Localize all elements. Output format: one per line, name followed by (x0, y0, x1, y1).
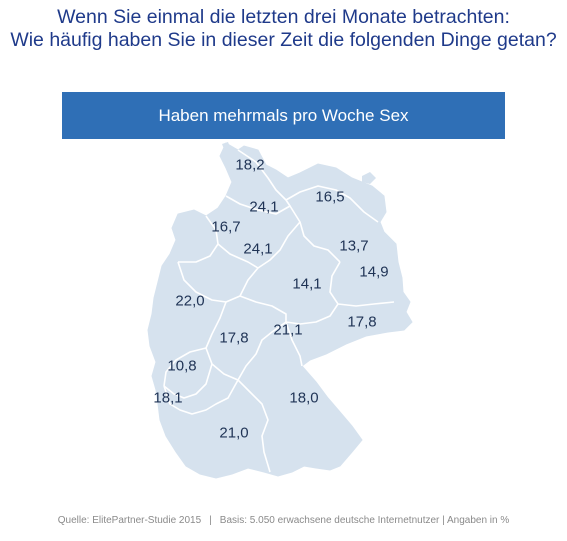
state-value-label: 16,5 (315, 188, 345, 206)
state-value-label: 21,0 (219, 424, 249, 442)
category-banner: Haben mehrmals pro Woche Sex (62, 92, 505, 139)
state-value-label: 13,7 (339, 237, 369, 255)
title-line-2: Wie häufig haben Sie in dieser Zeit die … (10, 29, 557, 51)
state-value-label: 14,1 (292, 275, 322, 293)
state-borders (163, 149, 395, 473)
state-value-label: 22,0 (175, 292, 205, 310)
state-value-label: 24,1 (249, 198, 279, 216)
footer-source: Quelle: ElitePartner-Studie 2015 (57, 515, 202, 526)
state-value-label: 14,9 (359, 263, 389, 281)
state-value-label: 18,0 (289, 389, 319, 407)
banner-label: Haben mehrmals pro Woche Sex (158, 105, 409, 125)
state-value-label: 10,8 (167, 357, 197, 375)
state-value-label: 17,8 (219, 329, 249, 347)
state-value-label: 18,2 (235, 156, 265, 174)
state-value-label: 18,1 (153, 389, 183, 407)
page-title: Wenn Sie einmal die letzten drei Monate … (0, 6, 567, 52)
state-value-label: 21,1 (273, 321, 303, 339)
footer-basis: Basis: 5.050 erwachsene deutsche Interne… (219, 515, 510, 526)
state-value-label: 16,7 (211, 218, 241, 236)
state-value-label: 17,8 (347, 313, 377, 331)
footer-separator: | (209, 515, 212, 526)
title-line-1: Wenn Sie einmal die letzten drei Monate … (57, 6, 510, 28)
state-value-label: 24,1 (243, 240, 273, 258)
footer: Quelle: ElitePartner-Studie 2015 | Basis: … (0, 515, 567, 526)
